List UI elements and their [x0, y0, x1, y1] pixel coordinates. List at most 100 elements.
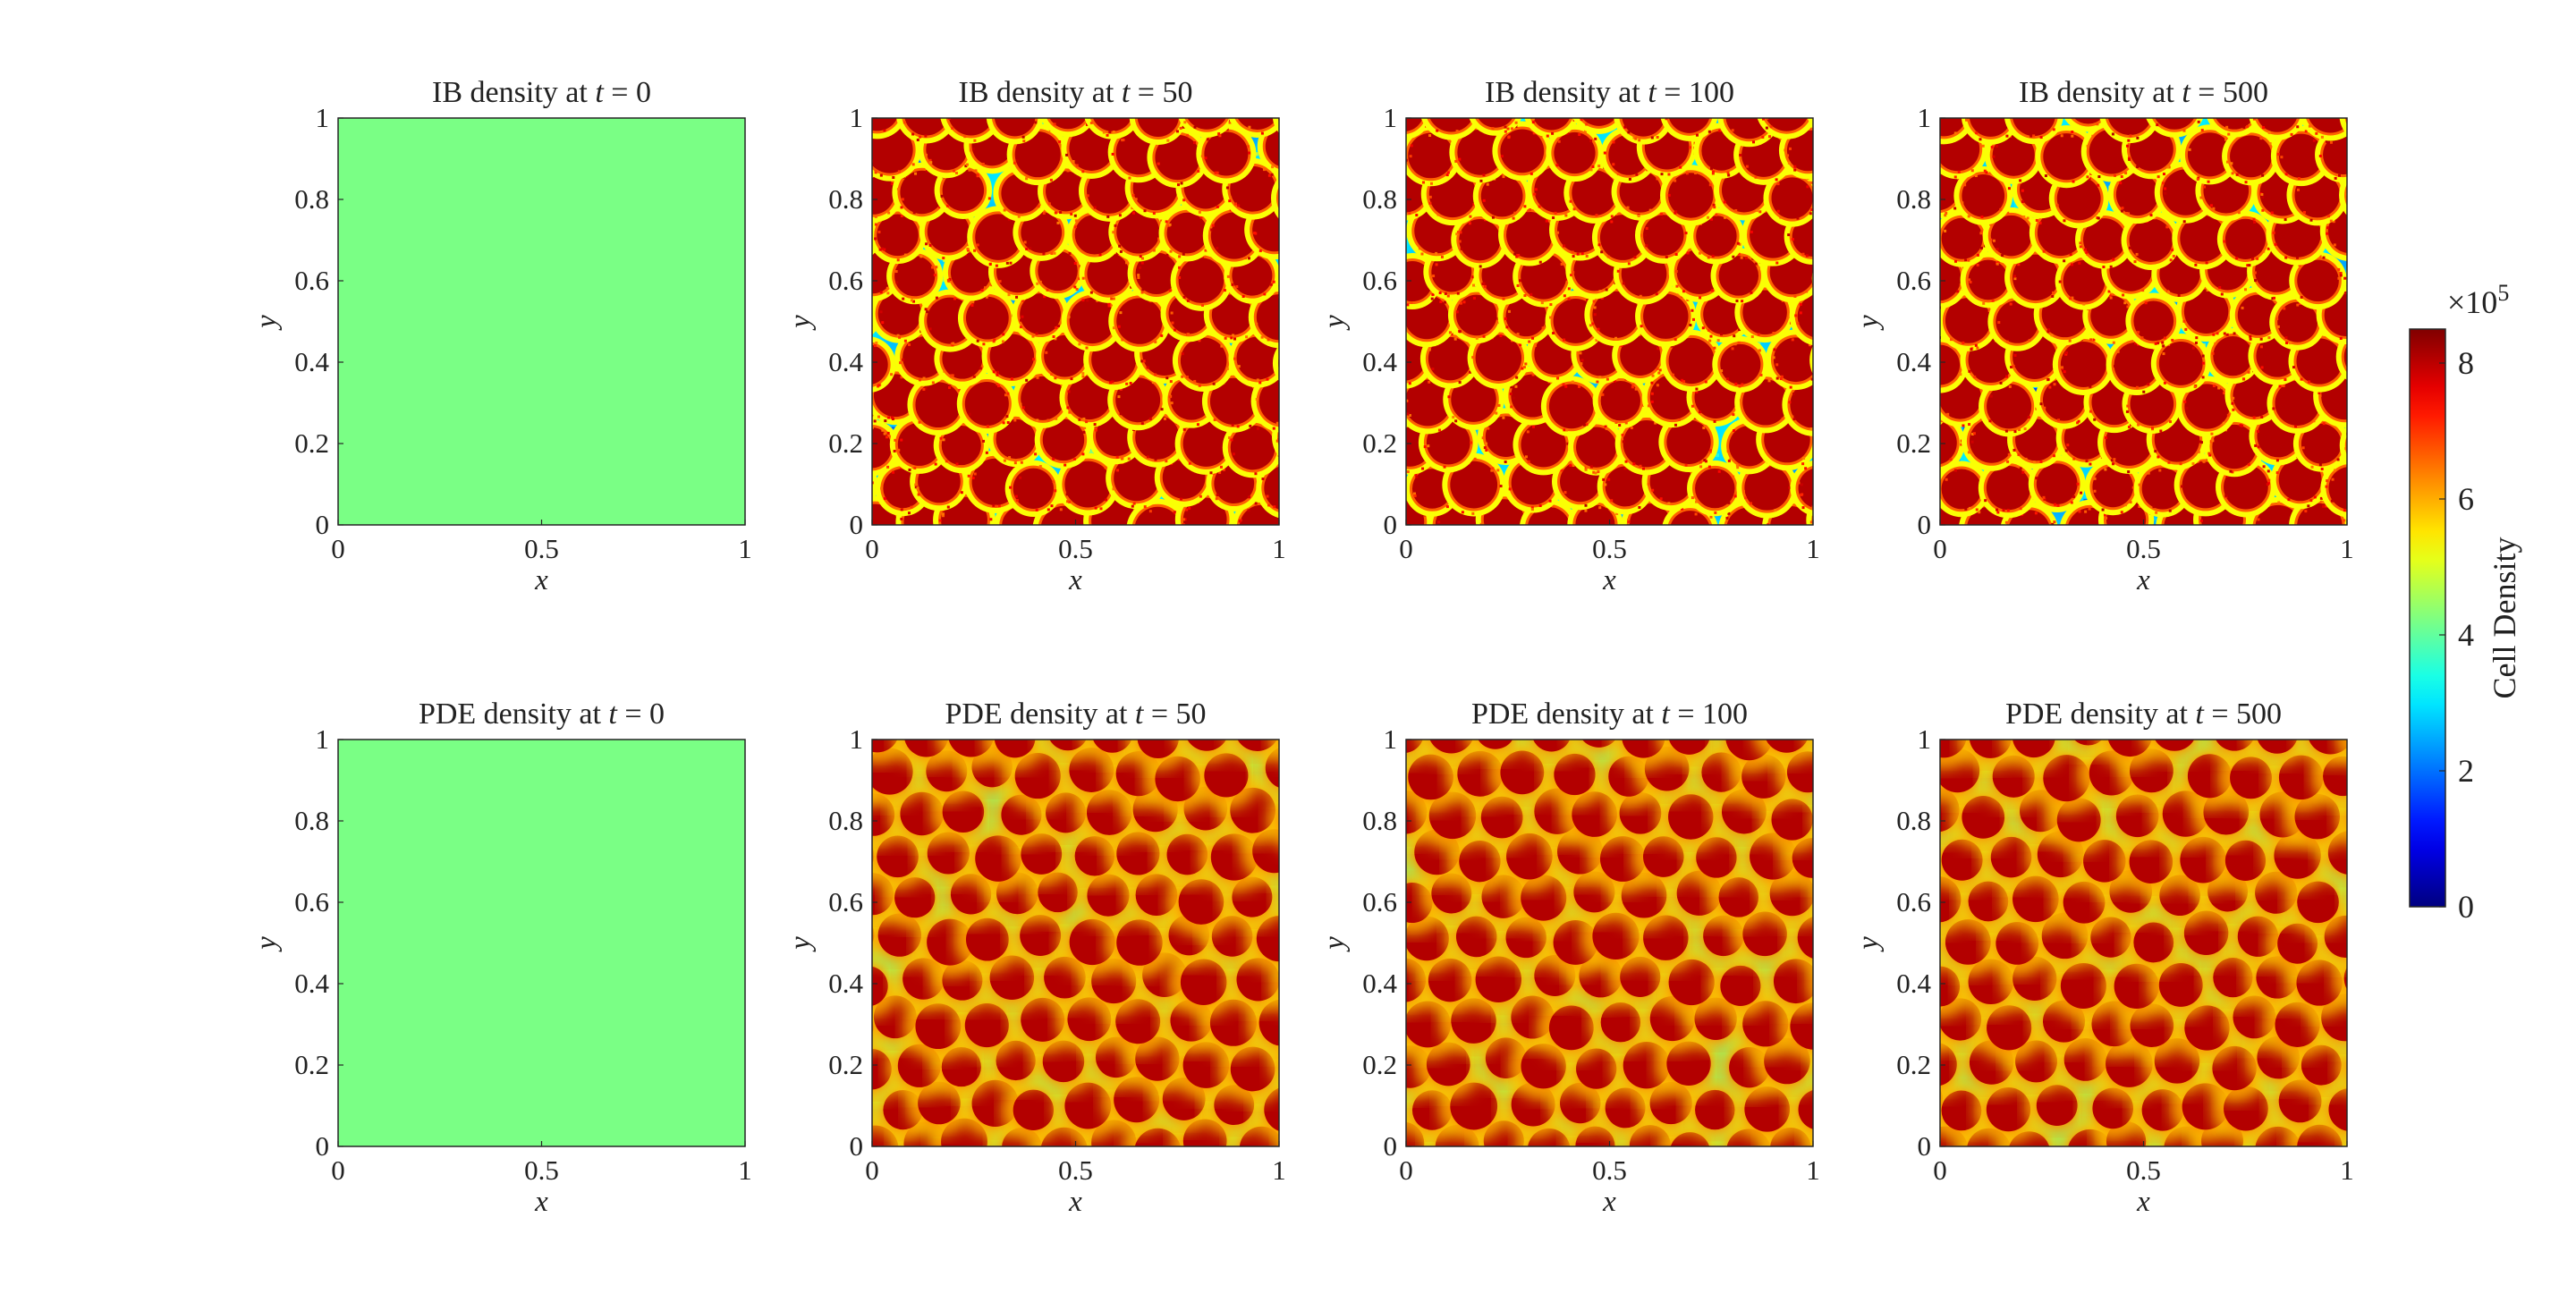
spot-speck	[1377, 520, 1380, 522]
spot-speck	[1248, 495, 1251, 499]
spot-speck	[1260, 335, 1264, 339]
spot-speck	[1835, 220, 1838, 223]
spot-speck	[955, 172, 959, 175]
spot-speck	[1284, 113, 1286, 115]
spot-speck	[1289, 122, 1292, 124]
spot-speck	[1428, 134, 1432, 138]
spot-speck	[971, 300, 975, 304]
spot-speck	[1720, 333, 1724, 336]
spot-core	[1822, 175, 1864, 217]
spot-rim	[1818, 416, 1868, 466]
spot-speck	[1849, 298, 1852, 300]
spot-speck	[1471, 113, 1474, 115]
spot-speck	[1831, 145, 1834, 148]
spot-speck	[1117, 395, 1121, 399]
spot-speck	[1081, 375, 1085, 378]
low-density-patch	[1292, 200, 1326, 233]
spot-core	[1092, 118, 1132, 131]
spot-speck	[1717, 469, 1721, 473]
spot-speck	[1019, 402, 1022, 406]
spot-speck	[1593, 306, 1597, 309]
spot-rim	[872, 392, 877, 418]
spot-core	[1042, 418, 1085, 461]
spot-speck	[1119, 412, 1123, 416]
spot-speck	[1306, 459, 1309, 461]
spot-speck	[1263, 292, 1267, 296]
spot-speck	[2138, 505, 2141, 509]
spot-speck	[1036, 282, 1039, 285]
spot-speck	[1081, 452, 1085, 456]
spot-speck	[1418, 247, 1421, 250]
spot-speck	[1414, 472, 1418, 476]
title-eq: = 100	[1657, 76, 1734, 109]
spot-speck	[948, 385, 952, 389]
spot-speck	[1570, 274, 1573, 277]
spot-speck	[1504, 461, 1507, 464]
spot-rim	[1285, 501, 1331, 546]
spot-speck	[1031, 358, 1035, 361]
spot-speck	[928, 243, 932, 247]
spot-speck	[862, 463, 865, 466]
spot-speck	[919, 255, 923, 258]
spot-speck	[1134, 530, 1137, 533]
spot-speck	[1006, 392, 1010, 395]
spot-speck	[1580, 359, 1584, 362]
low-density-patch	[1315, 489, 1340, 514]
spot-speck	[2397, 518, 2400, 520]
spot-speck	[1245, 335, 1249, 339]
spot-speck	[893, 89, 895, 92]
spot-speck	[877, 384, 881, 387]
spot-speck	[931, 266, 935, 269]
spot-speck	[1248, 151, 1251, 155]
spot-speck	[863, 295, 866, 298]
spot-speck	[1769, 534, 1772, 537]
spot-speck	[1327, 513, 1330, 516]
spot-speck	[1750, 335, 1754, 339]
spot-speck	[1377, 380, 1379, 383]
spot-speck	[883, 497, 886, 501]
spot-speck	[913, 466, 917, 469]
spot-speck	[1695, 387, 1699, 391]
spot-speck	[1013, 212, 1016, 216]
spot-speck	[1796, 322, 1800, 326]
spot-rim	[1277, 427, 1279, 447]
spot-speck	[1529, 208, 1532, 212]
spot-speck	[1243, 543, 1246, 545]
spot-speck	[973, 139, 977, 142]
spot-speck	[1656, 135, 1659, 139]
spot-speck	[1262, 168, 1266, 172]
spot-speck	[1106, 133, 1109, 137]
spot-speck	[1713, 346, 1716, 350]
spot-speck	[1644, 233, 1648, 237]
spot-speck	[1292, 377, 1294, 380]
spot-speck	[922, 87, 925, 89]
spot-speck	[879, 310, 883, 314]
spot-speck	[1292, 297, 1294, 300]
spot-speck	[1183, 518, 1187, 521]
spot-speck	[2346, 526, 2349, 528]
spot-core	[872, 118, 898, 131]
spot-speck	[1837, 501, 1840, 503]
spot-speck	[1727, 501, 1731, 504]
spot-speck	[1399, 212, 1402, 215]
spot-speck	[860, 177, 863, 180]
spot-core	[1792, 216, 1813, 257]
spot-speck	[1296, 423, 1299, 426]
spot-speck	[1458, 157, 1462, 161]
spot-speck	[1122, 138, 1125, 141]
xtick-label: 0.5	[1058, 533, 1093, 564]
spot-speck	[942, 438, 945, 442]
spot-speck	[1019, 476, 1022, 479]
title-prefix: IB density at	[432, 76, 595, 109]
spot-speck	[1179, 126, 1182, 130]
spot-speck	[1640, 325, 1643, 328]
spot-speck	[1794, 314, 1798, 317]
spot-speck	[1741, 300, 1744, 303]
spot-speck	[1816, 126, 1818, 129]
spot-speck	[1073, 285, 1077, 289]
low-density-patch	[2352, 290, 2378, 316]
spot-speck	[1712, 203, 1716, 207]
spot-speck	[1185, 508, 1189, 512]
spot-halo	[1272, 118, 1279, 133]
low-density-patch	[1950, 74, 1979, 104]
